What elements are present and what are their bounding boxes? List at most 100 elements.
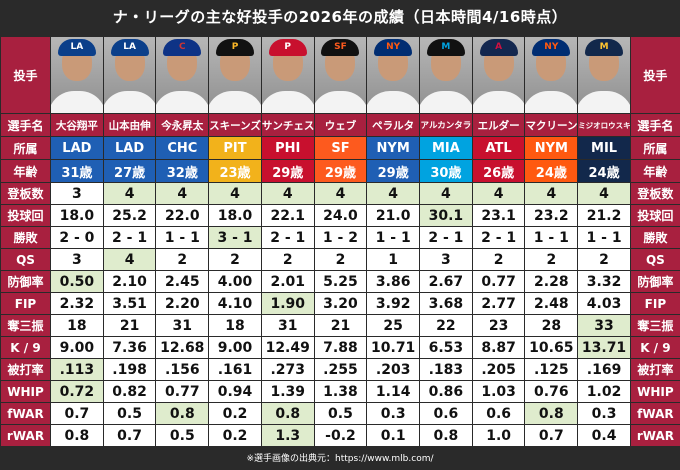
player-name: ウェブ <box>313 113 368 137</box>
team-cap-logo: P <box>231 42 239 52</box>
stat-value: 1 - 1 <box>577 226 631 249</box>
stat-value: .183 <box>419 358 473 381</box>
player-age: 29歳 <box>260 159 315 183</box>
age-row: 年齢 31歳 27歳 32歳 23歳 29歳 29歳 29歳 30歳 26歳 24歳 24歳 年齢 <box>0 159 680 183</box>
row-label: 被打率 <box>0 358 51 381</box>
stat-value: 3.68 <box>419 292 473 315</box>
player-photo: NY <box>366 36 421 114</box>
stat-value: 4 <box>524 182 579 205</box>
stat-value: 0.2 <box>208 402 262 425</box>
stat-value: 3.86 <box>366 270 421 293</box>
player-name: エルダー <box>471 113 526 137</box>
stat-value: 4 <box>366 182 421 205</box>
row-label: 年齢 <box>0 159 51 183</box>
stat-value: 28 <box>524 314 579 337</box>
player-name: ミジオロウスキー <box>577 113 631 137</box>
player-photo: P <box>260 36 315 114</box>
stat-value: 8.87 <box>471 336 526 359</box>
stat-row: 投球回 18.0 25.2 22.0 18.0 22.1 24.0 21.0 30.1 23.1 2… <box>0 204 680 227</box>
team-cap-logo: LA <box>70 42 84 52</box>
stat-row: FIP 2.32 3.51 2.20 4.10 1.90 3.20 3.92 3.68 2.77 2… <box>0 292 680 315</box>
stat-value: 0.7 <box>50 402 104 425</box>
stat-row: K / 9 9.00 7.36 12.68 9.00 12.49 7.88 10.71 6.53… <box>0 336 680 359</box>
row-label: 所属 <box>0 136 51 160</box>
team-cap-logo: C <box>178 42 186 52</box>
stat-value: 21 <box>313 314 368 337</box>
player-team: ATL <box>471 136 526 160</box>
stat-value: 2.45 <box>155 270 210 293</box>
player-team: SF <box>313 136 368 160</box>
team-cap-logo: NY <box>386 42 401 52</box>
stat-value: 2 <box>155 248 210 271</box>
row-label: 勝敗 <box>629 226 680 249</box>
row-label: 防御率 <box>0 270 51 293</box>
player-photo: SF <box>313 36 368 114</box>
row-label: 投球回 <box>629 204 680 227</box>
stat-value: 0.6 <box>471 402 526 425</box>
stat-value: 1.14 <box>366 380 421 403</box>
row-label: rWAR <box>0 424 51 447</box>
stat-value: 22 <box>419 314 473 337</box>
player-team: NYM <box>366 136 421 160</box>
row-label: 所属 <box>629 136 680 160</box>
stat-value: 4 <box>102 182 157 205</box>
stat-value: 0.5 <box>155 424 210 447</box>
row-label: QS <box>0 248 51 271</box>
stat-value: 7.88 <box>313 336 368 359</box>
stat-value: 2.77 <box>471 292 526 315</box>
stat-value: 25 <box>366 314 421 337</box>
player-name: 大谷翔平 <box>50 113 104 137</box>
stat-value: 22.0 <box>155 204 210 227</box>
stat-value: 0.8 <box>419 424 473 447</box>
player-photo: LA <box>102 36 157 114</box>
player-name: ペラルタ <box>366 113 421 137</box>
row-label: rWAR <box>629 424 680 447</box>
stat-value: 0.8 <box>524 402 579 425</box>
stat-value: 1 - 1 <box>524 226 579 249</box>
stat-value: 1.38 <box>313 380 368 403</box>
stat-value: 2 <box>524 248 579 271</box>
stat-value: 18 <box>208 314 262 337</box>
stat-value: 0.8 <box>50 424 104 447</box>
stat-value: 31 <box>155 314 210 337</box>
stat-value: 3.20 <box>313 292 368 315</box>
player-photo: M <box>577 36 631 114</box>
photo-row: 投手 LA LA C P P SF NY M A NY M 投手 <box>0 36 680 114</box>
stat-value: 23.1 <box>471 204 526 227</box>
stat-value: 18.0 <box>50 204 104 227</box>
stat-value: 1.90 <box>260 292 315 315</box>
stat-value: 0.50 <box>50 270 104 293</box>
row-label: fWAR <box>629 402 680 425</box>
player-photo: A <box>471 36 526 114</box>
stat-value: 4 <box>577 182 631 205</box>
stat-value: 4 <box>102 248 157 271</box>
team-cap-logo: NY <box>544 42 559 52</box>
stat-row: 登板数 3 4 4 4 4 4 4 4 4 4 4 登板数 <box>0 182 680 205</box>
stat-value: 0.5 <box>313 402 368 425</box>
stat-value: 2 - 1 <box>260 226 315 249</box>
name-row: 選手名 大谷翔平 山本由伸 今永昇太 スキーンズ サンチェス ウェブ ペラルタ アルカンタラ エル… <box>0 113 680 137</box>
player-team: MIL <box>577 136 631 160</box>
player-age: 23歳 <box>208 159 262 183</box>
stat-value: 4.03 <box>577 292 631 315</box>
stat-value: 1 - 1 <box>155 226 210 249</box>
stat-value: 4.00 <box>208 270 262 293</box>
stat-value: 0.72 <box>50 380 104 403</box>
player-team: LAD <box>50 136 104 160</box>
stat-value: 0.2 <box>208 424 262 447</box>
player-team: CHC <box>155 136 210 160</box>
stat-value: 1.39 <box>260 380 315 403</box>
player-name: スキーンズ <box>208 113 262 137</box>
row-label: 投球回 <box>0 204 51 227</box>
player-photo: NY <box>524 36 579 114</box>
stat-value: 3 - 1 <box>208 226 262 249</box>
row-label: WHIP <box>0 380 51 403</box>
stat-value: 1.3 <box>260 424 315 447</box>
player-age: 24歳 <box>524 159 579 183</box>
stat-row: 奪三振 18 21 31 18 31 21 25 22 23 28 33 奪三振 <box>0 314 680 337</box>
row-label: 選手名 <box>629 113 680 137</box>
stat-value: 13.71 <box>577 336 631 359</box>
stat-value: 31 <box>260 314 315 337</box>
stat-value: 1.02 <box>577 380 631 403</box>
